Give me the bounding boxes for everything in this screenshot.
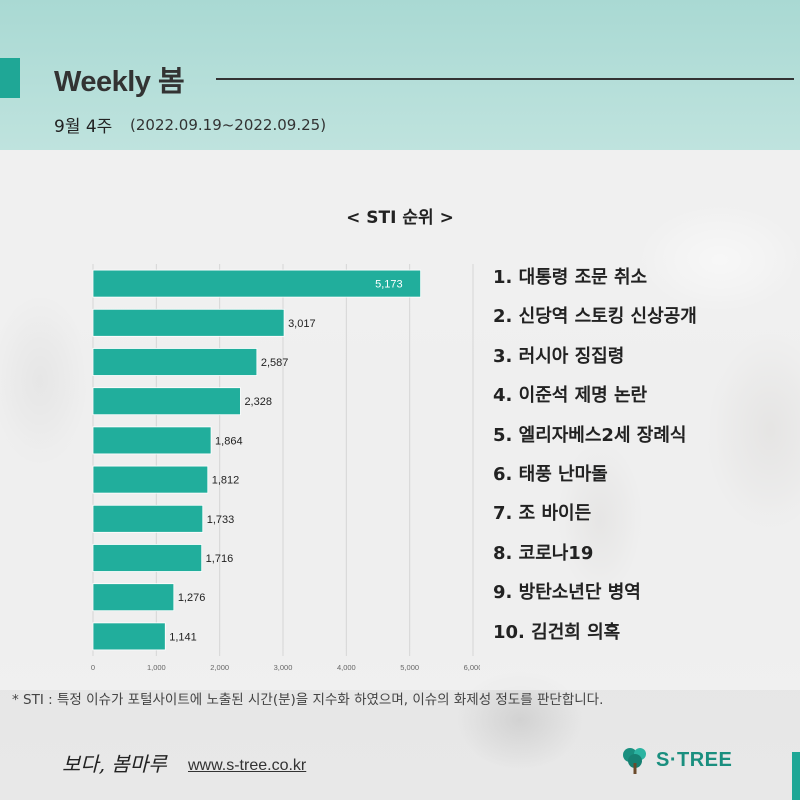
bar-rank-4 bbox=[92, 387, 241, 416]
bar-rank-9 bbox=[92, 583, 175, 612]
week-label: 9월 4주 bbox=[54, 117, 113, 137]
ranking-list: 1. 대통령 조문 취소 2. 신당역 스토킹 신상공개 3. 러시아 징집령 … bbox=[493, 263, 697, 657]
bar-value-label: 1,733 bbox=[207, 514, 235, 526]
website-link[interactable]: www.s-tree.co.kr bbox=[188, 757, 307, 774]
x-tick-label: 3,000 bbox=[274, 663, 293, 672]
ranking-item-5: 5. 엘리자베스2세 장례식 bbox=[493, 424, 687, 446]
bar-value-label: 1,276 bbox=[178, 592, 206, 604]
page-title: Weekly 봄 bbox=[54, 66, 185, 98]
ranking-item-4: 4. 이준석 제명 논란 bbox=[493, 385, 648, 407]
chart-heading: < STI 순위 > bbox=[346, 208, 454, 228]
header-accent-bar bbox=[0, 58, 20, 98]
bar-value-label: 3,017 bbox=[288, 318, 316, 330]
corner-accent-bar bbox=[792, 752, 800, 800]
bar-rank-8 bbox=[92, 544, 203, 572]
bar-value-label: 2,328 bbox=[244, 396, 272, 408]
bommaru-logo: 보다, 봄마루 bbox=[62, 752, 167, 776]
x-tick-label: 1,000 bbox=[147, 663, 166, 672]
sti-footnote: * STI : 특정 이슈가 포털사이트에 노출된 시간(분)을 지수화 하였으… bbox=[12, 692, 604, 708]
x-tick-label: 5,000 bbox=[400, 663, 419, 672]
bar-value-label: 1,716 bbox=[206, 553, 234, 565]
ranking-item-8: 8. 코로나19 bbox=[493, 542, 594, 564]
bar-rank-1 bbox=[92, 269, 422, 298]
x-tick-label: 4,000 bbox=[337, 663, 356, 672]
sti-bar-chart: 0 1,000 2,000 3,000 4,000 5,000 6,000 5,173 3,01… bbox=[91, 264, 480, 672]
ranking-item-10: 10. 김건희 의혹 bbox=[493, 621, 621, 643]
bar-rank-5 bbox=[92, 426, 212, 455]
bar-rank-7 bbox=[92, 504, 204, 533]
tree-icon bbox=[623, 748, 646, 774]
ranking-item-1: 1. 대통령 조문 취소 bbox=[493, 267, 648, 288]
x-tick-label: 0 bbox=[91, 663, 95, 672]
ranking-item-3: 3. 러시아 징집령 bbox=[493, 345, 625, 367]
bar-rank-10 bbox=[92, 622, 166, 651]
title-divider bbox=[216, 78, 794, 80]
bar-value-label: 2,587 bbox=[261, 357, 289, 369]
ranking-item-6: 6. 태풍 난마돌 bbox=[493, 463, 608, 485]
x-tick-label: 6,000 bbox=[464, 663, 480, 672]
bar-rank-6 bbox=[92, 465, 209, 494]
bar-value-label: 5,173 bbox=[375, 279, 403, 291]
bar-value-label: 1,864 bbox=[215, 435, 243, 447]
stree-brand-text: S·TREE bbox=[656, 748, 733, 771]
ranking-item-2: 2. 신당역 스토킹 신상공개 bbox=[493, 306, 697, 328]
ranking-item-7: 7. 조 바이든 bbox=[493, 503, 592, 525]
ranking-item-9: 9. 방탄소년단 병역 bbox=[493, 582, 641, 604]
stree-logo: S·TREE bbox=[620, 745, 732, 775]
x-tick-label: 2,000 bbox=[210, 663, 229, 672]
bar-value-label: 1,812 bbox=[212, 475, 240, 487]
date-range: (2022.09.19~2022.09.25) bbox=[130, 116, 327, 134]
header-banner bbox=[0, 0, 800, 150]
bar-rank-2 bbox=[92, 308, 285, 337]
bar-value-label: 1,141 bbox=[169, 631, 197, 643]
bar-rank-3 bbox=[92, 348, 258, 376]
